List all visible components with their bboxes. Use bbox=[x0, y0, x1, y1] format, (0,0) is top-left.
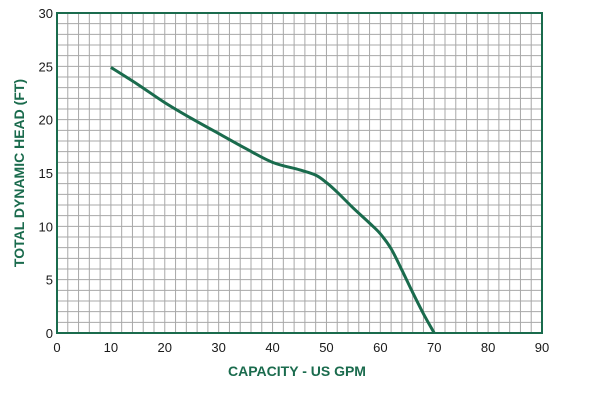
y-tick-label: 25 bbox=[39, 59, 53, 74]
x-tick-label: 40 bbox=[265, 340, 279, 355]
curve-layer bbox=[110, 66, 436, 334]
y-tick-label: 15 bbox=[39, 166, 53, 181]
x-tick-label: 80 bbox=[481, 340, 495, 355]
x-tick-label: 0 bbox=[53, 340, 60, 355]
x-tick-label: 30 bbox=[211, 340, 225, 355]
x-tick-label: 90 bbox=[535, 340, 549, 355]
y-tick-label: 0 bbox=[46, 326, 53, 341]
y-tick-label: 20 bbox=[39, 113, 53, 128]
x-tick-label: 70 bbox=[427, 340, 441, 355]
y-tick-label: 5 bbox=[46, 273, 53, 288]
x-tick-label: 50 bbox=[319, 340, 333, 355]
pump-curve-line bbox=[110, 66, 436, 334]
plot-frame bbox=[56, 12, 543, 334]
x-tick-label: 60 bbox=[373, 340, 387, 355]
y-axis-title: TOTAL DYNAMIC HEAD (FT) bbox=[11, 79, 27, 267]
y-tick-label: 10 bbox=[39, 219, 53, 234]
x-tick-label: 20 bbox=[158, 340, 172, 355]
x-axis-title: CAPACITY - US GPM bbox=[228, 363, 366, 379]
x-tick-label: 10 bbox=[104, 340, 118, 355]
y-tick-label: 30 bbox=[39, 6, 53, 21]
tick-labels: 0 10 20 30 40 50 60 70 80 90 0 5 10 15 20 25 30 bbox=[39, 6, 550, 355]
grid bbox=[57, 13, 542, 333]
